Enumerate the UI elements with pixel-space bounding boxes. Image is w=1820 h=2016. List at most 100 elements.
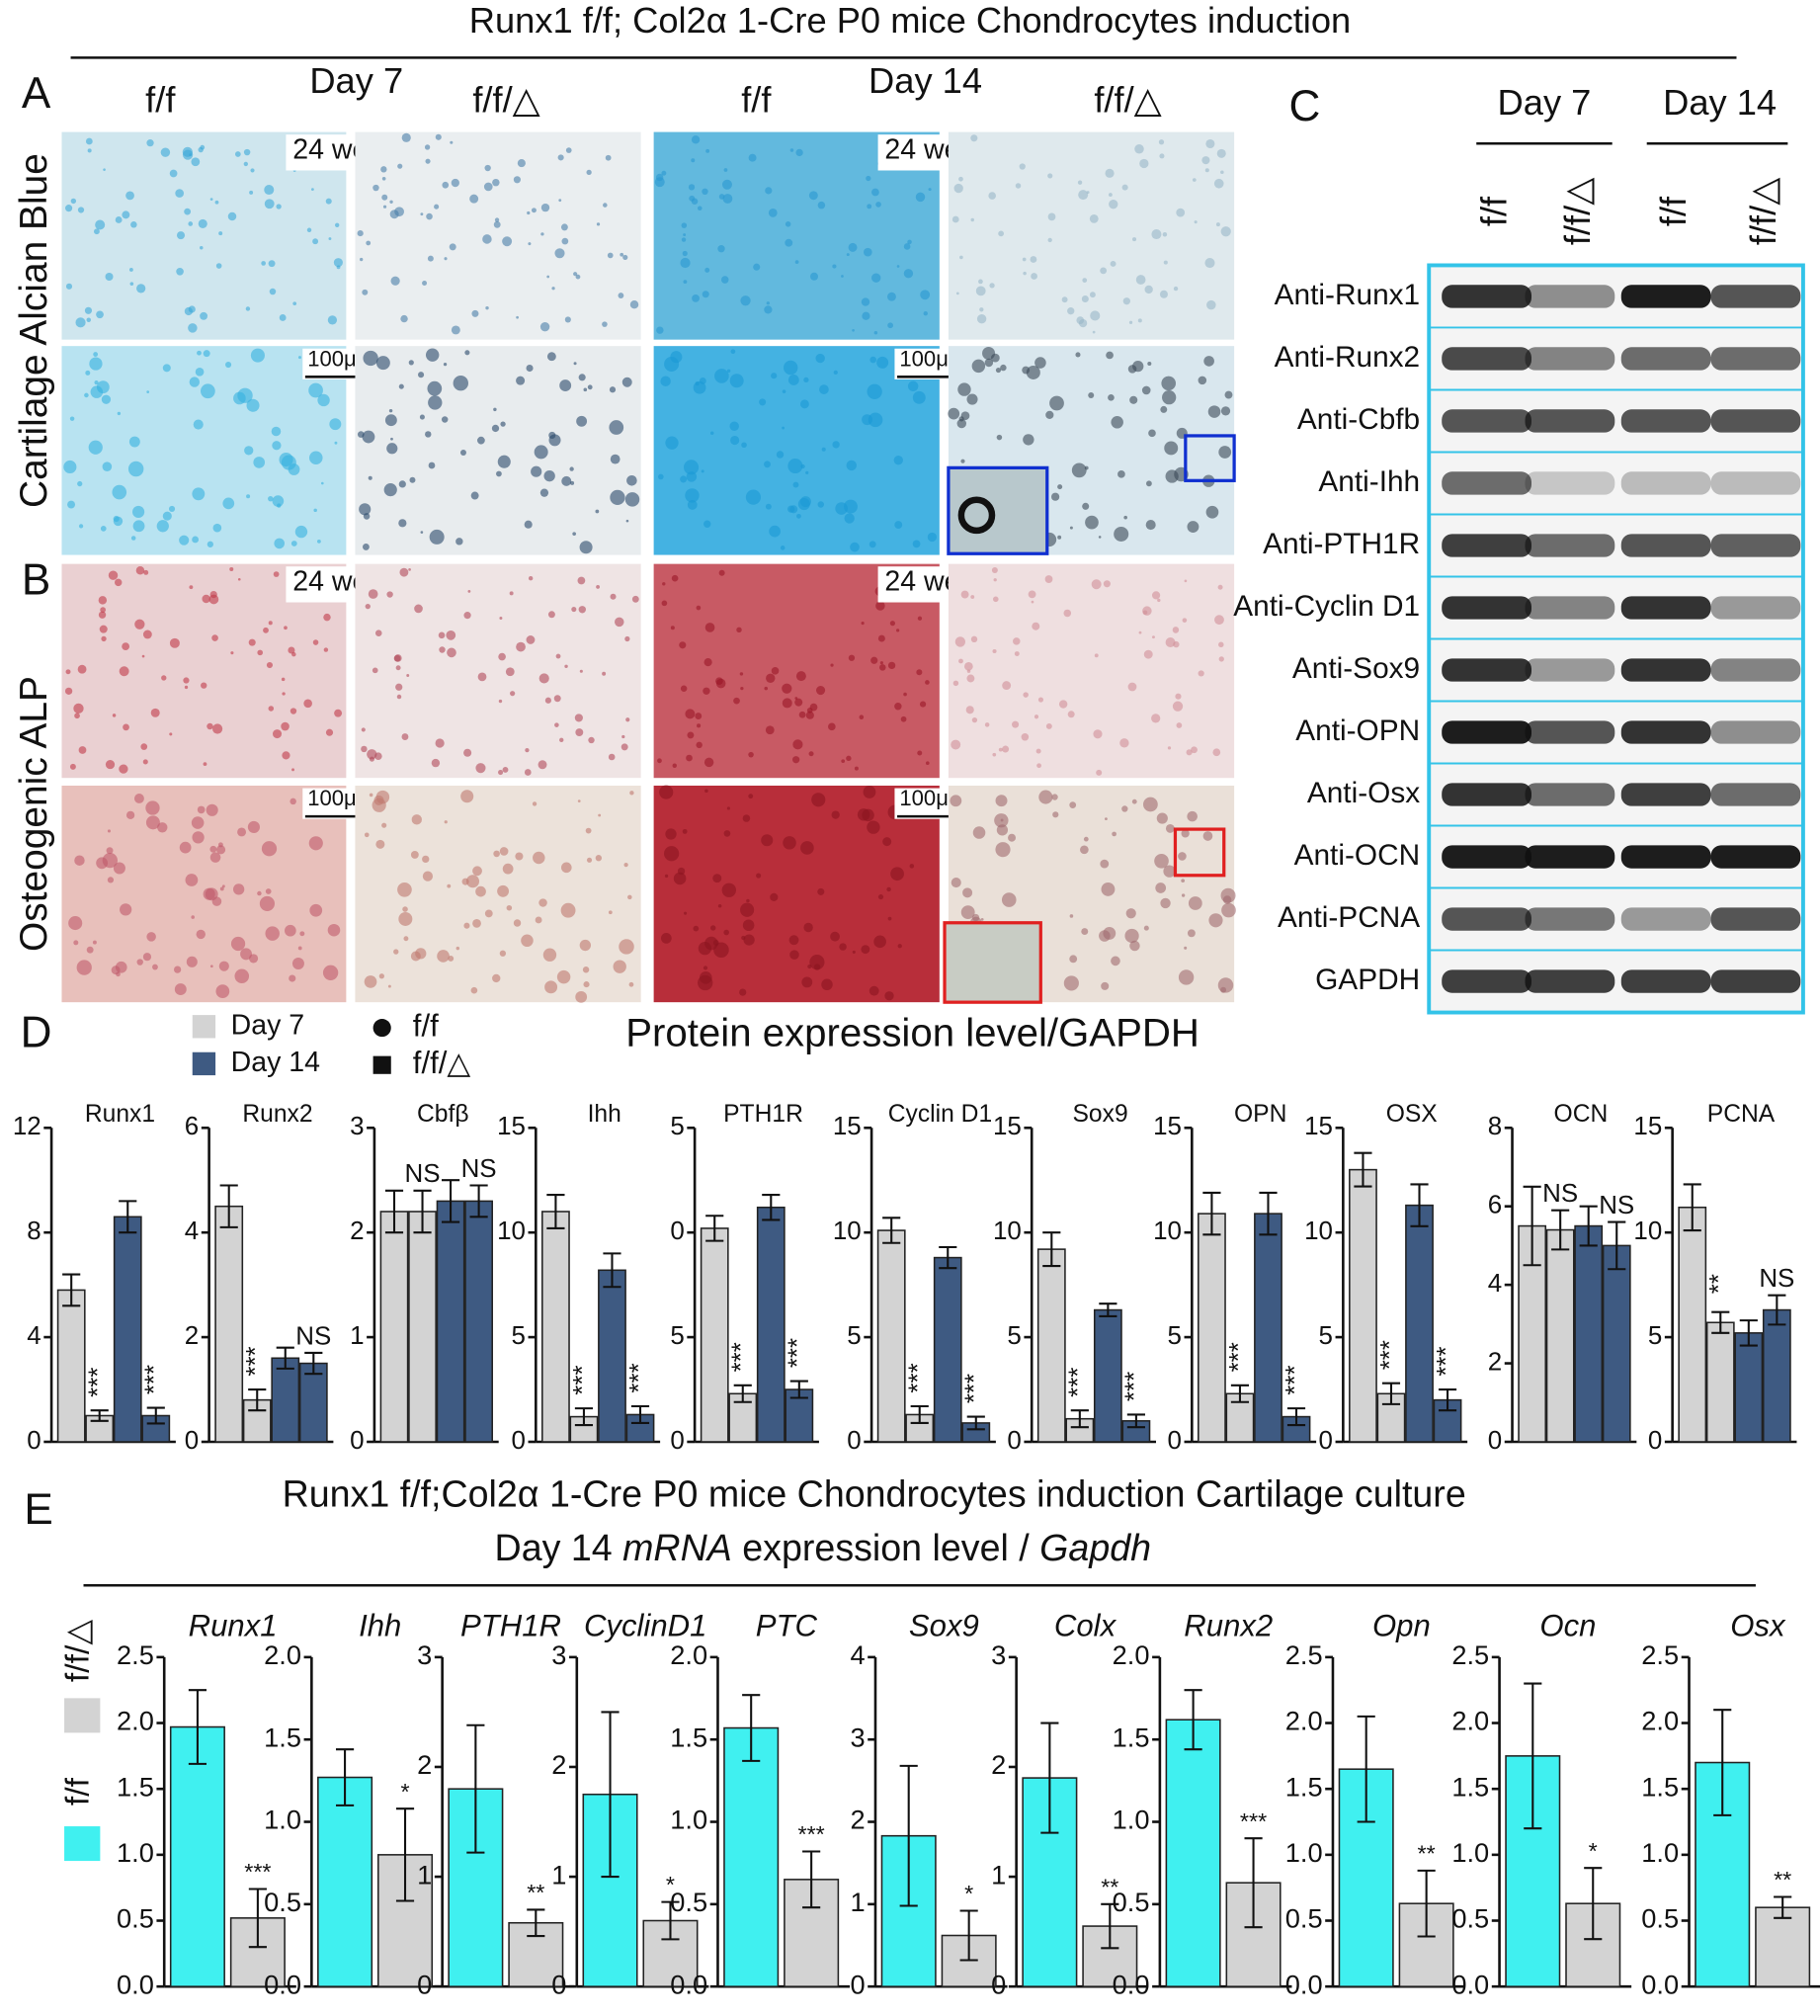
stain-speck — [821, 447, 826, 452]
stain-speck — [268, 706, 275, 712]
stain-speck — [1184, 946, 1188, 950]
stain-speck — [427, 380, 443, 396]
stain-speck — [1069, 526, 1073, 530]
stain-speck — [1151, 591, 1161, 600]
stain-speck — [615, 617, 624, 628]
stain-speck — [374, 752, 382, 760]
stain-speck — [317, 393, 330, 407]
micrograph — [948, 563, 1235, 779]
stain-speck — [695, 713, 703, 719]
stain-speck — [279, 314, 287, 321]
stain-speck — [859, 714, 865, 720]
stain-speck — [1096, 769, 1103, 776]
stain-speck — [605, 154, 612, 161]
stain-speck — [122, 642, 130, 650]
bar — [113, 1216, 142, 1443]
stain-speck — [115, 216, 123, 223]
stain-speck — [992, 752, 997, 757]
stain-speck — [69, 763, 76, 770]
stain-speck — [281, 677, 286, 682]
stain-speck — [582, 966, 590, 973]
y-tick-label: 0 — [847, 1427, 861, 1455]
stain-speck — [1147, 361, 1152, 367]
stain-speck — [368, 589, 378, 599]
stain-speck — [960, 590, 969, 599]
stain-speck — [424, 144, 431, 150]
stain-speck — [877, 634, 885, 642]
lane-label: f/f — [1653, 196, 1694, 226]
stain-speck — [446, 630, 456, 640]
stain-speck — [1143, 649, 1153, 659]
stain-speck — [846, 460, 857, 471]
blot-band — [1710, 720, 1801, 744]
y-tick-label: 1.0 — [1641, 1837, 1679, 1868]
stain-speck — [1204, 257, 1215, 269]
stain-speck — [119, 764, 128, 774]
stain-speck — [622, 254, 628, 261]
stain-speck — [1067, 711, 1075, 718]
stain-speck — [817, 201, 826, 210]
stain-speck — [297, 356, 301, 360]
stain-speck — [917, 616, 923, 621]
blot-band — [1525, 409, 1615, 433]
stain-speck — [410, 850, 419, 859]
blot-band — [1442, 285, 1531, 308]
stain-speck — [698, 206, 703, 210]
y-tick-label: 1.0 — [670, 1805, 707, 1835]
stain-speck — [303, 699, 312, 709]
stain-speck — [140, 743, 148, 750]
y-tick-label: 3 — [991, 1639, 1006, 1670]
error-bar — [1739, 1319, 1758, 1347]
stain-speck — [395, 665, 401, 671]
stain-speck — [1125, 908, 1136, 919]
stain-speck — [925, 680, 930, 685]
stain-speck — [764, 461, 771, 468]
stain-speck — [1160, 405, 1168, 413]
stain-speck — [381, 822, 387, 828]
stain-speck — [560, 902, 576, 918]
error-bar — [1774, 1895, 1792, 1919]
stain-speck — [697, 723, 702, 728]
stain-speck — [586, 857, 593, 863]
stain-speck — [146, 139, 154, 147]
y-tick-label: 2.0 — [1641, 1706, 1679, 1736]
stain-speck — [525, 747, 530, 753]
stain-speck — [808, 751, 814, 757]
stain-speck — [696, 605, 702, 611]
stain-speck — [1194, 220, 1198, 224]
y-tick-label: 0.5 — [1641, 1903, 1679, 1934]
stain-speck — [830, 931, 840, 942]
blot-band — [1710, 285, 1801, 308]
stain-speck — [672, 763, 677, 768]
stain-speck — [183, 677, 190, 684]
y-tick-label: 15 — [1633, 1113, 1662, 1140]
stain-speck — [1110, 260, 1117, 267]
stain-speck — [745, 489, 762, 505]
stain-speck — [1159, 290, 1168, 298]
stain-speck — [817, 501, 825, 508]
stain-speck — [955, 292, 959, 295]
stain-speck — [995, 842, 1011, 858]
error-bar — [546, 1194, 565, 1229]
stain-speck — [875, 202, 881, 208]
y-tick-label: 5 — [1168, 1322, 1182, 1350]
blot-row-label: Anti-PCNA — [1278, 901, 1420, 934]
stain-speck — [451, 325, 460, 335]
stain-speck — [680, 685, 688, 692]
stain-speck — [1044, 575, 1053, 583]
stain-speck — [498, 652, 506, 661]
blot-band — [1525, 534, 1615, 557]
stain-speck — [618, 293, 624, 298]
stain-speck — [624, 635, 630, 642]
stain-speck — [867, 820, 880, 834]
significance-label: *** — [141, 1365, 169, 1394]
stain-speck — [887, 916, 892, 921]
stain-speck — [408, 360, 414, 366]
blot-band — [1442, 845, 1531, 869]
stain-speck — [77, 664, 87, 674]
stain-speck — [800, 841, 814, 855]
stain-speck — [1088, 391, 1095, 399]
stain-speck — [609, 420, 624, 435]
stain-speck — [169, 732, 173, 736]
stain-speck — [950, 795, 962, 807]
